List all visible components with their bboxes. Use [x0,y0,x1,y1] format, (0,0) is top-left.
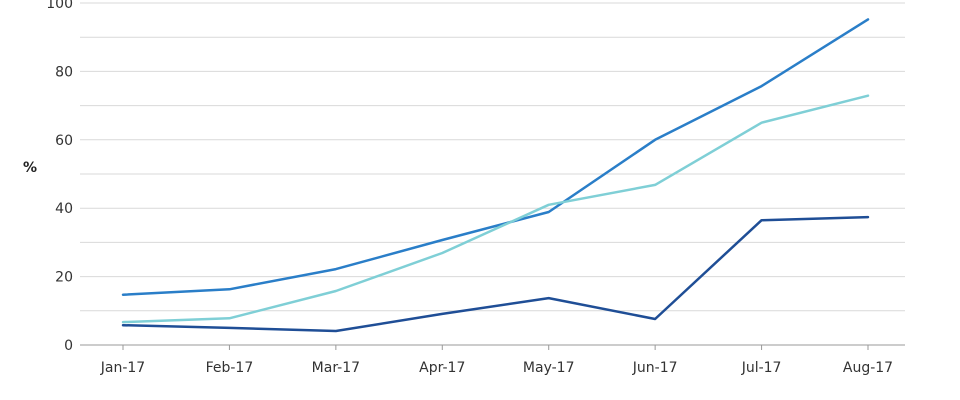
series-line-2 [121,94,870,324]
x-tick-label: May-17 [523,360,575,376]
x-tick-label: Jul-17 [741,360,782,376]
x-tick-label: Apr-17 [419,360,465,376]
series-lines [121,18,870,333]
grid [80,2,905,346]
series-line-3 [121,215,870,333]
y-tick-label: 80 [55,64,73,80]
y-tick-label: 60 [55,133,73,149]
y-tick-label: 40 [55,201,73,217]
y-tick-label: 20 [55,270,73,286]
x-tick-label: Aug-17 [843,360,893,376]
y-tick-label: 0 [64,338,73,354]
x-axis-ticks: Jan-17 Feb-17 Mar-17 Apr-17 May-17 Jun-17 Jul-… [100,345,893,376]
x-tick-label: Jan-17 [100,360,145,376]
x-tick-label: Mar-17 [312,360,360,376]
series-line-1 [121,18,870,296]
y-tick-label: 100 [46,0,73,12]
x-tick-label: Jun-17 [632,360,678,376]
y-axis-ticks: 0 20 40 60 80 100 [46,0,73,354]
y-axis-label: % [23,160,37,176]
x-tick-label: Feb-17 [206,360,254,376]
